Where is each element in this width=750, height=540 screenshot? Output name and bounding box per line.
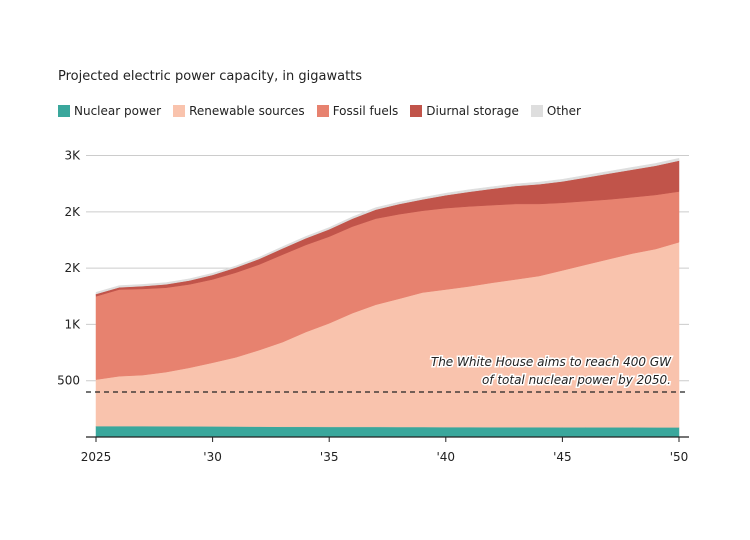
legend-label: Renewable sources (189, 104, 305, 118)
legend-swatch (173, 105, 186, 117)
annotation-line-1: The White House aims to reach 400 GW (431, 355, 672, 369)
y-tick-label: 2K (64, 261, 81, 275)
legend-label: Fossil fuels (332, 104, 399, 118)
x-tick-label: '30 (203, 450, 222, 464)
x-tick-label: 2025 (81, 450, 112, 464)
x-tick-label: '40 (437, 450, 456, 464)
x-tick-labels: 2025 '30 '35 '40 '45 '50 (81, 450, 689, 464)
legend-item-other: Other (530, 104, 581, 118)
stacked-areas (95, 157, 680, 438)
area-nuclear-power (95, 425, 680, 438)
legend-label: Diurnal storage (426, 104, 519, 118)
legend-swatch (530, 105, 543, 117)
y-tick-label: 2K (64, 205, 81, 219)
chart-subtitle: Projected electric power capacity, in gi… (58, 69, 363, 84)
y-tick-labels: 500 1K 2K 2K 3K (57, 149, 81, 388)
legend-item-diurnal-storage: Diurnal storage (410, 104, 519, 118)
x-tick-label: '50 (670, 450, 689, 464)
y-tick-label: 500 (57, 374, 80, 388)
legend-label: Other (546, 104, 581, 118)
legend: Nuclear power Renewable sources Fossil fue… (58, 104, 581, 118)
legend-swatch (316, 105, 329, 117)
y-tick-label: 1K (64, 317, 81, 331)
y-tick-label: 3K (64, 149, 81, 163)
legend-item-nuclear-power: Nuclear power (58, 104, 161, 118)
area-other (95, 157, 680, 295)
legend-swatch (410, 105, 423, 117)
legend-label: Nuclear power (74, 104, 162, 118)
annotation-line-2: of total nuclear power by 2050. (482, 373, 671, 387)
x-tick-label: '35 (320, 450, 339, 464)
legend-item-renewable-sources: Renewable sources (173, 104, 305, 118)
x-axis (86, 436, 689, 442)
legend-swatch (58, 105, 70, 117)
x-tick-label: '45 (553, 450, 572, 464)
legend-item-fossil-fuels: Fossil fuels (316, 104, 399, 118)
